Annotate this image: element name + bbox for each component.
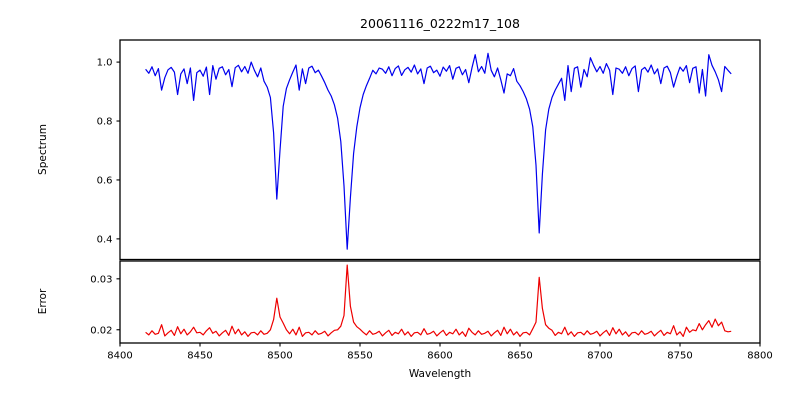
y-axis-label-error: Error bbox=[37, 288, 49, 314]
x-tick-label: 8550 bbox=[347, 351, 372, 362]
x-tick-label: 8450 bbox=[187, 351, 212, 362]
x-tick-label: 8600 bbox=[427, 351, 452, 362]
y-tick-label: 1.0 bbox=[97, 58, 113, 69]
x-axis-label: Wavelength bbox=[409, 368, 471, 380]
spectrum-panel-frame bbox=[119, 39, 761, 261]
y-tick-label: 0.03 bbox=[90, 274, 112, 285]
x-tick-label: 8700 bbox=[587, 351, 612, 362]
axis-ticks: 8400 8450 8500 8550 8600 8650 8700 8750 8800 1.0 0… bbox=[90, 58, 772, 362]
chart-title: 20061116_0222m17_108 bbox=[360, 16, 520, 31]
data-lines bbox=[145, 52, 732, 337]
x-tick-label: 8400 bbox=[107, 351, 132, 362]
x-tick-label: 8650 bbox=[507, 351, 532, 362]
x-tick-label: 8800 bbox=[747, 351, 772, 362]
y-tick-label: 0.4 bbox=[97, 234, 113, 245]
y-tick-label: 0.02 bbox=[90, 325, 112, 336]
error-line bbox=[145, 264, 732, 337]
error-panel-frame bbox=[119, 260, 761, 344]
y-axis-label-spectrum: Spectrum bbox=[37, 124, 49, 175]
y-tick-label: 0.6 bbox=[97, 175, 113, 186]
x-tick-label: 8500 bbox=[267, 351, 292, 362]
x-tick-label: 8750 bbox=[667, 351, 692, 362]
y-tick-label: 0.8 bbox=[97, 117, 113, 128]
spectrum-line bbox=[145, 52, 732, 250]
